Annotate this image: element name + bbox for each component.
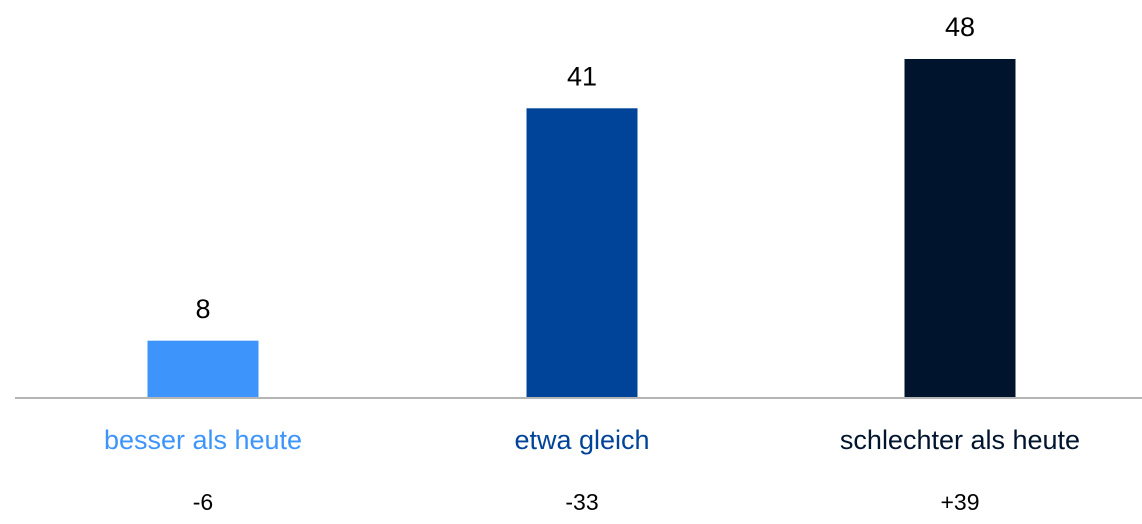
- category-label: besser als heute: [104, 425, 302, 455]
- change-annotation: -33: [565, 489, 598, 515]
- value-label: 8: [195, 294, 210, 324]
- change-annotation: +39: [940, 489, 979, 515]
- value-label: 48: [945, 12, 975, 42]
- category-label: schlechter als heute: [840, 425, 1080, 455]
- bar: [904, 59, 1016, 397]
- bar: [526, 108, 638, 398]
- value-label: 41: [567, 61, 597, 91]
- bar: [147, 340, 259, 397]
- category-label: etwa gleich: [514, 425, 649, 455]
- change-annotation: -6: [193, 489, 213, 515]
